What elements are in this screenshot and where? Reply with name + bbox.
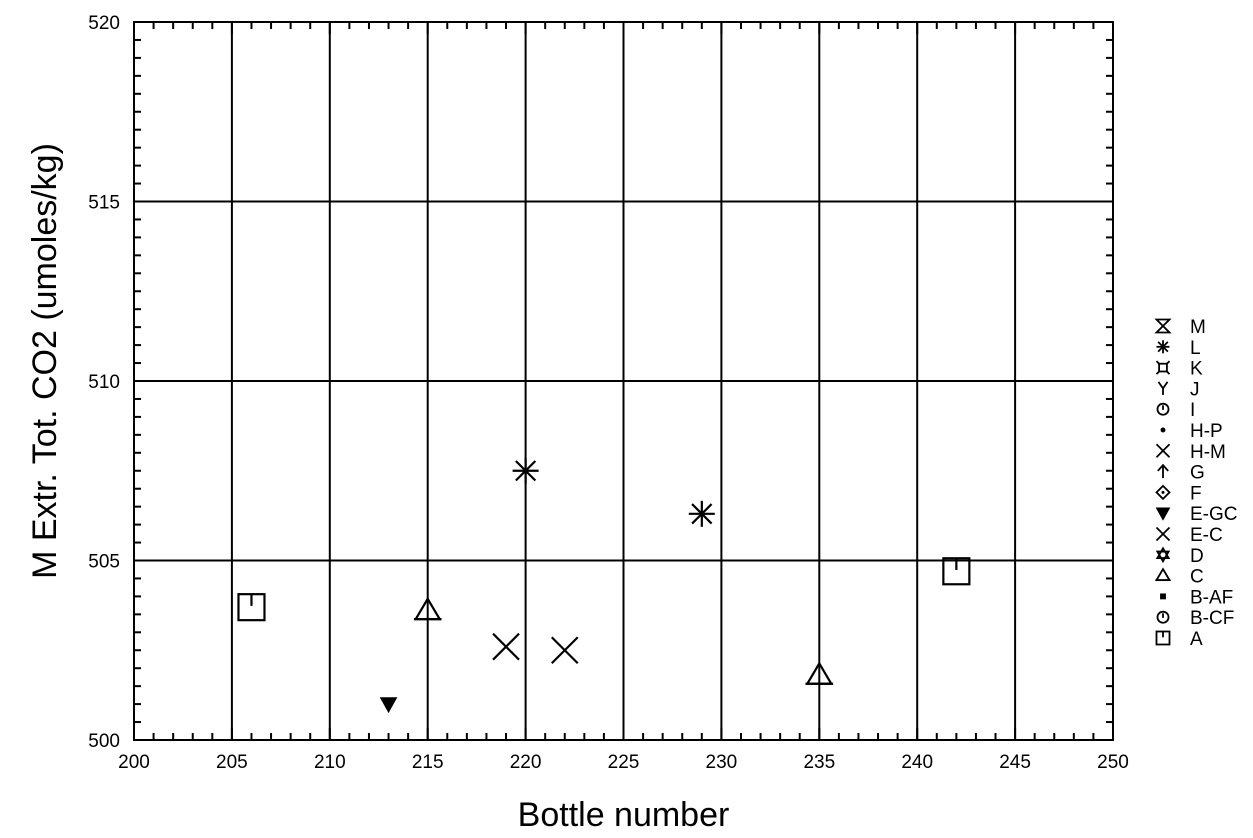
y-axis-title: M Extr. Tot. CO2 (umoles/kg) [26,143,64,579]
legend-marker-icon [1154,567,1172,582]
legend-marker-icon [1155,443,1171,458]
axis-ticks [133,21,1114,741]
legend-label: G [1190,463,1205,484]
y-tick-label: 500 [88,731,120,752]
data-point-l [512,457,539,484]
legend-marker-icon [1160,593,1166,600]
x-tick-label: 205 [216,752,248,773]
legend-label: E-C [1190,525,1223,546]
legend-item: B-AF [1160,587,1233,608]
data-point-e-gc [379,697,398,714]
legend-label: I [1190,400,1195,421]
x-axis-tick-labels: 200 205 210 215 220 225 230 235 240 245 250 [118,752,1129,773]
x-tick-label: 225 [608,752,640,773]
legend-item: A [1155,629,1203,650]
legend-marker-icon [1155,630,1171,646]
legend-label: B-CF [1190,608,1234,629]
legend-marker-icon [1156,610,1170,624]
x-tick-label: 235 [803,752,835,773]
y-axis-tick-labels: 500 505 510 515 520 [88,13,120,752]
legend-item: C [1154,567,1204,588]
legend-marker-icon [1155,360,1171,375]
x-tick-label: 230 [706,752,738,773]
legend-item: D [1155,546,1204,567]
data-point-h-m [550,636,579,665]
x-tick-label: 245 [999,752,1031,773]
data-point-a [942,557,971,586]
data-points [237,457,971,714]
legend-marker-icon [1156,402,1170,416]
y-tick-label: 510 [88,372,120,393]
data-point-a [237,593,266,622]
data-point-h-m [492,632,520,661]
legend-item: E-GC [1155,504,1238,525]
legend-marker-icon [1155,507,1171,521]
legend-label: C [1190,567,1204,588]
y-tick-label: 520 [88,13,120,34]
legend-marker-icon [1154,318,1172,334]
x-tick-label: 200 [118,752,150,773]
legend-marker-icon [1160,427,1166,433]
legend-item: H-P [1160,421,1223,442]
x-axis-title: Bottle number [518,796,730,834]
legend-item: G [1157,463,1205,484]
legend-marker-icon [1156,340,1170,354]
x-tick-label: 210 [314,752,346,773]
legend-label: D [1190,546,1204,567]
legend-item: M [1154,317,1206,338]
legend-item: J [1157,379,1200,400]
legend-label: E-GC [1190,504,1238,525]
legend-marker-icon [1157,381,1169,395]
x-tick-label: 215 [412,752,444,773]
y-tick-label: 505 [88,552,120,573]
data-point-l [688,500,715,527]
legend-item: E-C [1155,525,1223,546]
legend-item: K [1155,359,1203,380]
legend-marker-icon [1155,526,1171,542]
x-tick-label: 250 [1097,752,1129,773]
y-tick-label: 515 [88,193,120,214]
legend-item: H-M [1155,442,1226,463]
legend-label: B-AF [1190,587,1233,608]
legend-item: B-CF [1156,608,1234,629]
legend-label: M [1190,317,1206,338]
legend-item: L [1156,338,1201,359]
legend-label: F [1190,483,1202,504]
legend-label: K [1190,359,1203,380]
data-point-c [413,596,442,621]
legend-label: H-M [1190,442,1226,463]
data-point-c [805,661,834,685]
legend-item: I [1156,400,1195,421]
x-tick-label: 240 [901,752,933,773]
x-tick-label: 220 [510,752,542,773]
legend-label: H-P [1190,421,1223,442]
legend-label: J [1190,379,1200,400]
legend-marker-icon [1155,484,1171,501]
legend-label: L [1190,338,1201,359]
legend-item: F [1155,483,1202,504]
legend-marker-icon [1155,546,1171,564]
grid-lines [134,22,1113,740]
legend-marker-icon [1157,463,1169,479]
legend-label: A [1190,629,1203,650]
